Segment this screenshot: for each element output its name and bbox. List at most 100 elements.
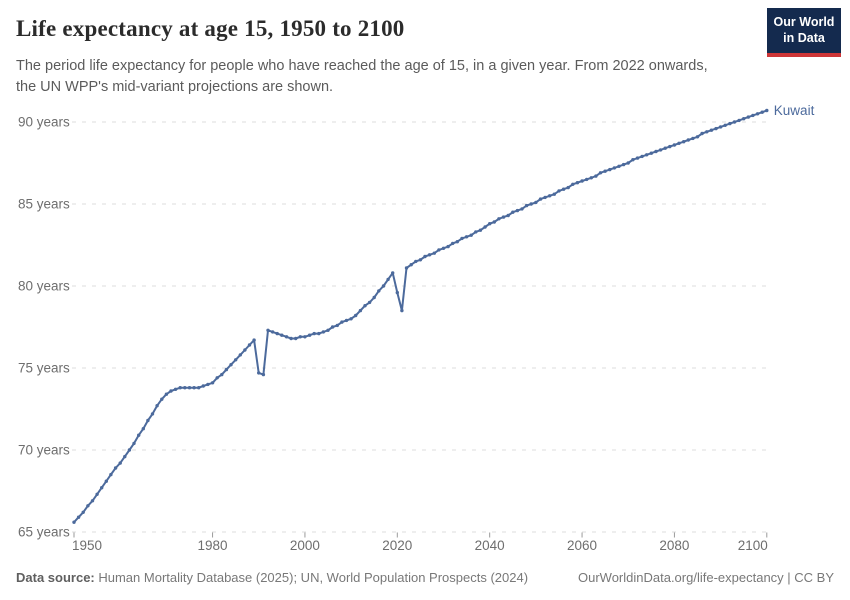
data-point <box>381 284 386 288</box>
chart-title: Life expectancy at age 15, 1950 to 2100 <box>16 16 405 41</box>
data-point <box>451 241 455 246</box>
y-axis-tick-label: 70 years <box>18 443 70 458</box>
x-axis-tick-label: 1950 <box>72 538 102 553</box>
data-point <box>104 479 109 483</box>
data-point <box>501 215 506 219</box>
data-point <box>695 135 700 139</box>
data-point <box>270 330 275 334</box>
data-point <box>247 343 252 347</box>
data-point <box>460 236 464 241</box>
data-point <box>529 202 533 206</box>
data-point <box>658 148 663 152</box>
x-axis-tick-label: 2040 <box>475 538 505 553</box>
data-point <box>566 185 570 190</box>
data-point <box>201 384 205 388</box>
data-point <box>100 486 104 490</box>
data-point <box>746 115 750 119</box>
data-point <box>617 164 621 168</box>
data-point <box>538 197 543 201</box>
data-point <box>95 492 99 496</box>
data-point <box>183 386 187 390</box>
data-point <box>220 372 224 377</box>
data-point <box>113 466 118 470</box>
y-axis-tick-label: 90 years <box>18 115 70 130</box>
data-point <box>686 138 690 142</box>
y-axis-tick-label: 75 years <box>18 361 70 376</box>
chart-subtitle: The period life expectancy for people wh… <box>16 56 756 98</box>
data-point <box>515 208 520 213</box>
data-point <box>344 318 349 323</box>
data-point <box>109 472 113 477</box>
data-point <box>358 308 363 313</box>
data-point <box>72 520 76 524</box>
data-point <box>137 433 141 437</box>
data-point <box>192 386 196 390</box>
data-point <box>441 246 446 250</box>
data-point <box>682 140 686 144</box>
data-point <box>723 123 727 128</box>
data-point <box>321 330 326 334</box>
data-point <box>603 169 607 173</box>
data-point <box>631 158 635 162</box>
data-point <box>520 207 524 211</box>
x-axis-tick-label: 2060 <box>567 538 597 553</box>
data-point <box>123 454 127 459</box>
y-axis-tick-label: 80 years <box>18 279 70 294</box>
data-point <box>81 510 85 514</box>
data-point <box>718 125 723 129</box>
data-point <box>714 126 718 131</box>
data-point <box>455 240 459 244</box>
data-point <box>478 228 483 232</box>
data-point <box>173 387 178 391</box>
data-point <box>395 290 399 295</box>
data-point <box>598 171 603 175</box>
data-point <box>243 348 247 352</box>
y-axis-tick-label: 85 years <box>18 197 70 212</box>
data-point <box>187 386 192 390</box>
data-point <box>178 386 182 390</box>
owid-logo[interactable]: Our World in Data <box>767 8 841 57</box>
data-point <box>414 259 418 264</box>
data-point <box>709 128 714 132</box>
chart-footer: Data source: Human Mortality Database (2… <box>16 570 834 585</box>
data-source-text: Human Mortality Database (2025); UN, Wor… <box>94 570 529 585</box>
series-line-kuwait <box>73 109 768 524</box>
data-point <box>294 336 298 341</box>
data-point <box>307 333 312 337</box>
data-point <box>663 146 667 150</box>
data-point <box>160 397 164 401</box>
data-point <box>312 331 316 336</box>
credit-link[interactable]: OurWorldinData.org/life-expectancy | CC … <box>577 570 834 585</box>
data-point <box>488 222 492 226</box>
data-point <box>280 333 284 337</box>
data-point <box>257 371 261 375</box>
data-point <box>437 248 441 252</box>
data-point <box>737 118 741 123</box>
data-point <box>206 382 210 387</box>
data-point <box>400 308 404 313</box>
entity-label-kuwait[interactable]: Kuwait <box>774 103 815 118</box>
data-point <box>252 338 256 342</box>
data-point <box>640 154 644 159</box>
data-point <box>409 263 413 267</box>
data-point <box>561 187 566 191</box>
x-axis-tick-label: 2020 <box>382 538 412 553</box>
data-point <box>146 418 150 423</box>
data-point <box>164 392 169 396</box>
data-point <box>317 331 321 336</box>
data-point <box>349 317 353 321</box>
data-point <box>672 143 677 147</box>
data-point <box>326 328 330 332</box>
data-point <box>728 121 732 126</box>
data-point <box>386 277 390 282</box>
data-point <box>169 389 173 393</box>
data-point <box>668 144 672 149</box>
data-point <box>86 504 90 508</box>
data-point <box>483 225 487 229</box>
data-point <box>372 295 376 300</box>
data-point <box>197 386 201 390</box>
data-point <box>635 156 640 160</box>
data-source: Data source: Human Mortality Database (2… <box>16 570 528 585</box>
